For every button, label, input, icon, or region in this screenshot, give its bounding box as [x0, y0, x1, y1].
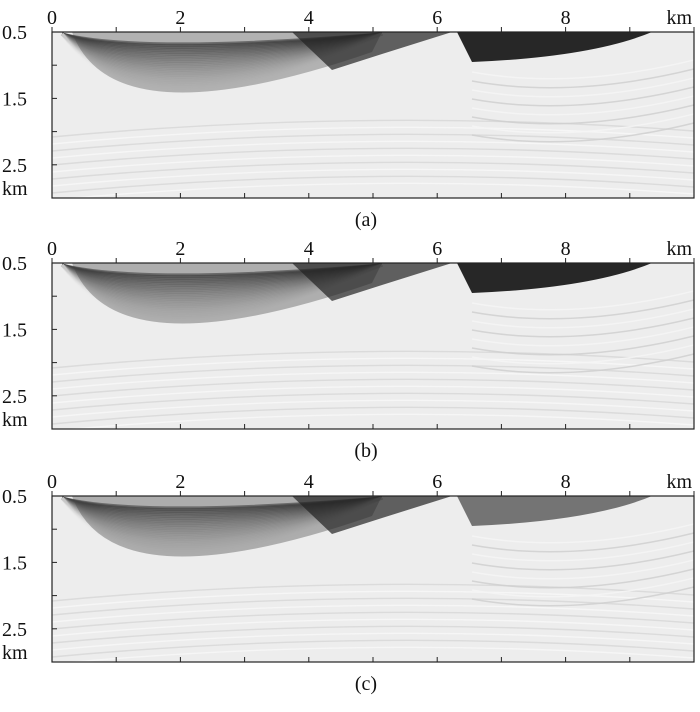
x-tick-label: 4 [304, 238, 314, 260]
y-tick-label: 2.5 [2, 155, 27, 177]
y-tick-label: 1.5 [2, 552, 27, 574]
panel-c: 0 2 4 6 8 km0.51.52.5km(c) [2, 471, 695, 695]
x-tick-label: 6 [432, 7, 442, 29]
x-unit-label: km [666, 7, 692, 29]
seismic-image [52, 263, 694, 429]
x-tick-label: 8 [561, 238, 571, 260]
seismic-image [52, 496, 694, 662]
y-tick-label: 0.5 [2, 253, 27, 275]
y-tick-label: 0.5 [2, 486, 27, 508]
x-tick-label: 4 [304, 471, 314, 493]
y-tick-label: 2.5 [2, 619, 27, 641]
panel-caption: (c) [355, 673, 377, 695]
panel-b: 0 2 4 6 8 km0.51.52.5km(b) [2, 238, 695, 462]
panel-caption: (a) [355, 209, 377, 231]
y-tick-label: 1.5 [2, 319, 27, 341]
x-tick-label: 2 [175, 471, 185, 493]
x-tick-label: 0 [47, 238, 57, 260]
y-unit-label: km [2, 642, 28, 664]
panel-a: 0 2 4 6 8 km0.51.52.5km(a) [2, 7, 695, 231]
x-tick-label: 6 [432, 471, 442, 493]
y-tick-label: 2.5 [2, 386, 27, 408]
x-tick-label: 2 [175, 238, 185, 260]
y-unit-label: km [2, 178, 28, 200]
x-tick-label: 4 [304, 7, 314, 29]
x-tick-label: 0 [47, 471, 57, 493]
x-unit-label: km [666, 238, 692, 260]
y-tick-label: 0.5 [2, 22, 27, 44]
x-unit-label: km [666, 471, 692, 493]
y-unit-label: km [2, 409, 28, 431]
y-tick-label: 1.5 [2, 88, 27, 110]
x-tick-label: 6 [432, 238, 442, 260]
panel-caption: (b) [354, 440, 377, 462]
seismic-image [52, 32, 694, 198]
x-tick-label: 8 [561, 471, 571, 493]
x-tick-label: 2 [175, 7, 185, 29]
x-tick-label: 0 [47, 7, 57, 29]
x-tick-label: 8 [561, 7, 571, 29]
